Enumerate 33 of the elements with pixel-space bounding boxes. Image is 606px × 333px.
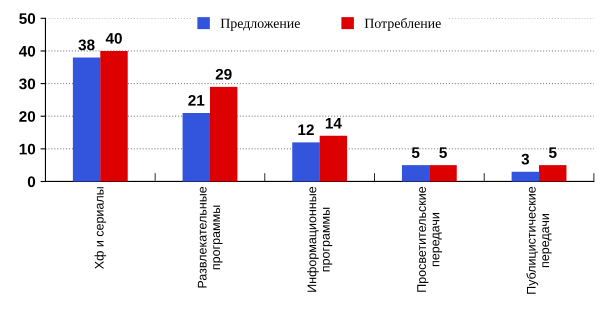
- y-tick-label: 10: [20, 144, 36, 155]
- data-label: 5: [412, 147, 420, 158]
- bar: [182, 112, 210, 182]
- data-label: 40: [106, 32, 122, 44]
- bar: [72, 57, 100, 182]
- data-label: 21: [188, 94, 204, 106]
- y-tick-label: 30: [19, 78, 36, 90]
- data-label: 5: [548, 147, 557, 158]
- bar: [210, 86, 238, 182]
- data-label: 29: [216, 68, 232, 80]
- bar: [512, 172, 540, 182]
- data-label: 12: [298, 124, 314, 135]
- x-tick-label: Хф и сериалы: [94, 187, 106, 269]
- y-tick-label: 40: [18, 46, 36, 57]
- x-tick-label: Информационные программы: [307, 186, 332, 292]
- x-tick-label: Развлекательные программы: [198, 186, 223, 288]
- x-tick-label: Публицистические передачи: [526, 186, 552, 294]
- bar: [292, 142, 320, 182]
- y-tick-label: 0: [28, 176, 36, 188]
- y-tick-label: 50: [19, 13, 36, 24]
- data-label: 14: [326, 118, 342, 128]
- data-label: 3: [521, 154, 530, 165]
- x-tick-label: Просветительские передачи: [417, 186, 442, 292]
- data-label: 5: [439, 147, 447, 158]
- legend-label: Потребление: [364, 18, 441, 31]
- bar: [539, 165, 566, 182]
- bar: [320, 136, 348, 182]
- legend-label: Предложение: [220, 18, 300, 31]
- bar: [429, 165, 457, 182]
- data-label: 38: [78, 39, 95, 50]
- y-tick-label: 20: [19, 111, 36, 122]
- bar: [402, 165, 430, 182]
- bar: [100, 50, 128, 182]
